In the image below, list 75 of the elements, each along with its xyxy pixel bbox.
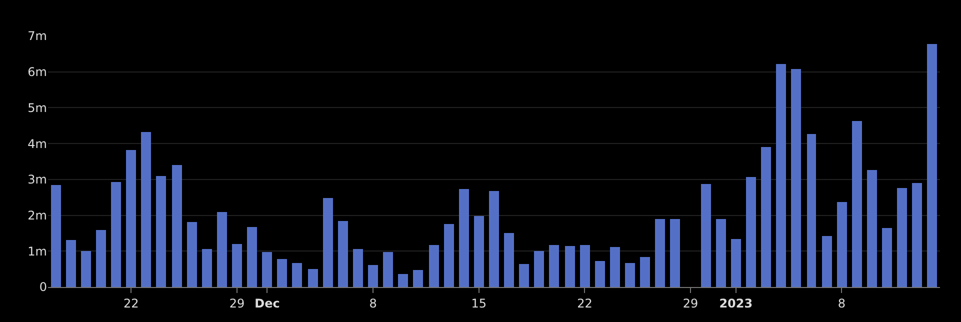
bar <box>791 69 801 287</box>
bar <box>353 249 363 287</box>
bar <box>912 183 922 287</box>
y-tick-label: 6m <box>28 65 47 80</box>
bar <box>323 198 333 287</box>
bar <box>807 134 816 287</box>
y-tick-label: 0 <box>39 280 47 294</box>
x-tick-label: 15 <box>471 296 487 310</box>
bar <box>429 245 439 287</box>
y-tick-label: 1m <box>28 244 47 258</box>
x-tick-label: 29 <box>682 296 698 310</box>
bar <box>308 269 318 287</box>
bar <box>549 245 559 287</box>
x-tick-label: 2023 <box>719 296 753 310</box>
bar <box>368 265 378 287</box>
x-tick-label: 8 <box>838 296 846 310</box>
bar <box>489 191 499 287</box>
y-tick-label: 3m <box>28 172 47 187</box>
y-tick-label: 5m <box>28 100 47 115</box>
y-tick-label: 4m <box>28 136 47 151</box>
bar <box>580 245 590 287</box>
bar <box>852 121 862 287</box>
bar <box>459 189 469 287</box>
x-tick-label: 22 <box>124 296 139 310</box>
bar <box>187 222 197 287</box>
bar <box>413 270 423 287</box>
bar <box>292 263 302 287</box>
bar <box>927 44 937 287</box>
bar <box>504 233 514 287</box>
y-tick-label: 7m <box>28 29 47 44</box>
bar <box>610 247 620 287</box>
bar <box>232 244 242 287</box>
bar <box>746 177 756 287</box>
bar <box>761 147 771 287</box>
bar <box>701 184 711 287</box>
bar <box>383 252 393 287</box>
bar <box>111 182 121 287</box>
x-tick-label: 22 <box>577 296 592 310</box>
bar <box>565 246 575 287</box>
bar <box>444 224 454 287</box>
bar <box>398 274 408 287</box>
bar <box>625 263 635 287</box>
bar <box>338 221 348 287</box>
bar <box>126 150 136 287</box>
bar <box>277 259 287 287</box>
bar <box>519 264 529 287</box>
bar <box>716 219 726 287</box>
bar <box>837 202 847 287</box>
bar <box>867 170 877 287</box>
x-tick-label: 8 <box>369 296 377 310</box>
bar <box>172 165 182 287</box>
bar <box>51 185 61 287</box>
x-tick-label: 29 <box>229 296 245 310</box>
bar <box>534 251 544 287</box>
bar <box>655 219 665 287</box>
y-tick-label: 2m <box>28 208 47 222</box>
bar <box>156 176 166 287</box>
x-tick-label: Dec <box>254 296 280 310</box>
bar <box>776 64 786 287</box>
bar <box>81 251 91 287</box>
bar <box>66 240 76 287</box>
bar <box>670 219 680 287</box>
bar <box>262 252 272 287</box>
bar <box>474 216 484 287</box>
bar <box>96 230 106 287</box>
bar <box>640 257 650 287</box>
bar <box>202 249 212 287</box>
bar <box>822 236 832 287</box>
bar <box>897 188 907 287</box>
bar <box>217 212 227 287</box>
bar <box>731 239 741 287</box>
bar <box>141 132 151 287</box>
bar <box>595 261 605 287</box>
bar <box>882 228 892 287</box>
bar <box>247 227 257 287</box>
